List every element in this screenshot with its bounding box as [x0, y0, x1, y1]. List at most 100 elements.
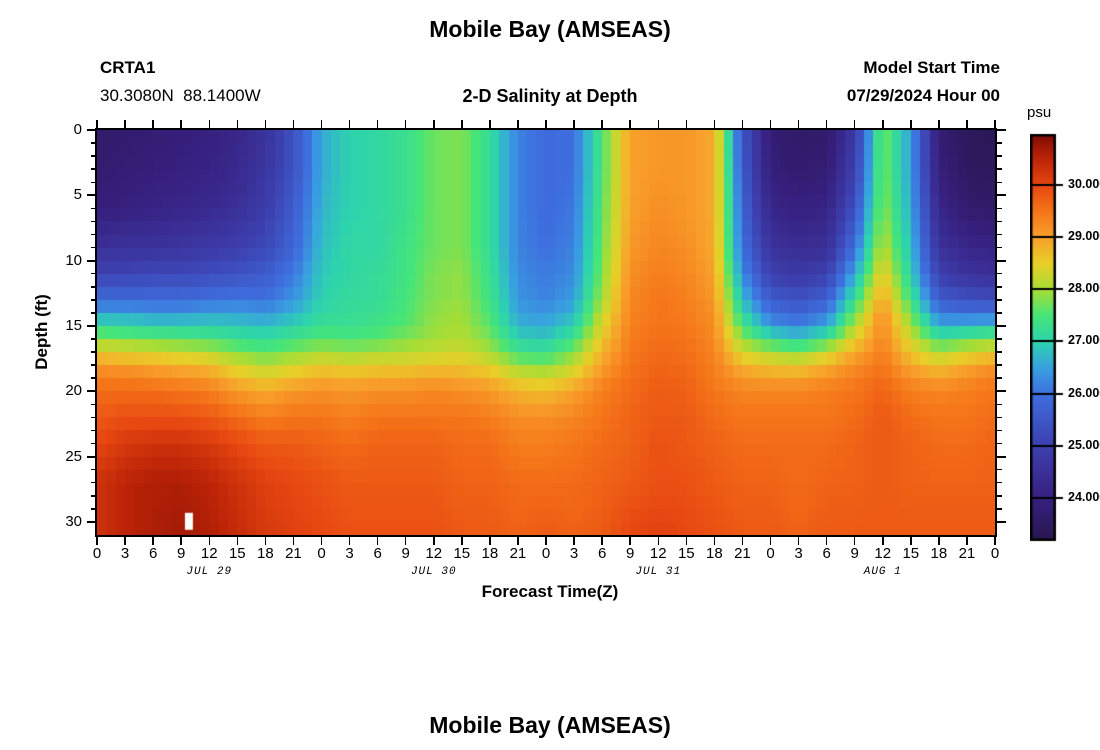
x-tick-top: [994, 120, 996, 128]
y-tick: [87, 455, 96, 458]
x-tick: [404, 537, 407, 545]
y-minor-tick: [91, 351, 96, 353]
x-tick-label: 12: [649, 545, 667, 562]
x-tick-label: 15: [453, 545, 471, 562]
x-tick-top: [629, 120, 631, 128]
y-minor-tick: [91, 429, 96, 432]
x-tick: [741, 537, 744, 545]
page-title: Mobile Bay (AMSEAS): [429, 16, 671, 42]
x-tick-top: [180, 120, 182, 128]
x-tick: [882, 537, 884, 545]
x-tick-label: 0: [541, 545, 551, 562]
x-tick: [180, 537, 182, 545]
x-tick-label: 0: [92, 545, 102, 562]
x-tick-label: 15: [677, 545, 695, 562]
x-tick-label: 18: [481, 545, 499, 562]
x-tick-top: [657, 120, 659, 128]
x-tick-top: [348, 120, 351, 128]
x-tick: [994, 537, 996, 545]
x-tick: [208, 537, 210, 545]
x-tick-top: [404, 120, 407, 128]
x-tick: [489, 537, 491, 545]
y-minor-tick-right: [997, 508, 1002, 510]
x-tick-top: [96, 120, 98, 128]
y-minor-tick: [91, 168, 96, 170]
y-minor-tick-right: [997, 416, 1002, 419]
x-tick-top: [292, 120, 295, 128]
y-minor-tick-right: [997, 142, 1002, 144]
model-start-time-value: 07/29/2024 Hour 00: [846, 86, 1000, 105]
y-minor-tick: [91, 272, 96, 275]
x-tick-top: [797, 120, 800, 128]
x-tick: [966, 537, 968, 545]
x-tick-top: [461, 120, 463, 128]
y-tick: [87, 194, 96, 197]
y-tick: [87, 390, 96, 393]
colorbar-tick-label: 27.000: [1068, 333, 1100, 348]
x-tick-label: 18: [257, 545, 274, 562]
x-tick: [545, 537, 547, 545]
x-tick-label: 3: [794, 545, 803, 562]
x-tick: [629, 537, 631, 545]
x-tick-label: 6: [597, 545, 607, 562]
y-minor-tick: [91, 377, 96, 379]
y-minor-tick: [91, 468, 96, 471]
x-tick-top: [938, 120, 940, 128]
x-tick-label: 6: [822, 545, 831, 562]
x-tick-label: 18: [706, 545, 723, 562]
station-coordinates: 30.3080N 88.1400W: [100, 86, 261, 105]
y-minor-tick-right: [997, 272, 1002, 275]
x-tick-label: 3: [569, 545, 579, 562]
x-tick: [96, 537, 98, 545]
y-tick-label: 15: [65, 316, 82, 334]
x-tick: [376, 537, 379, 545]
plot-border: [95, 128, 997, 537]
x-tick-label: 0: [990, 545, 1000, 562]
x-tick: [461, 537, 463, 545]
y-minor-tick-right: [997, 220, 1002, 223]
x-tick: [769, 537, 772, 545]
y-minor-tick: [91, 508, 96, 510]
y-tick-label: 5: [73, 186, 82, 204]
x-tick-top: [208, 120, 210, 128]
x-tick: [236, 537, 239, 545]
x-tick: [713, 537, 716, 545]
colorbar-unit-label: psu: [1027, 104, 1052, 121]
y-minor-tick-right: [997, 468, 1002, 471]
x-tick-label: 3: [120, 545, 130, 562]
y-minor-tick: [91, 233, 96, 236]
station-id: CRTA1: [100, 58, 156, 77]
y-minor-tick-right: [997, 233, 1002, 236]
y-minor-tick: [91, 181, 96, 183]
salinity-heatmap-canvas: [97, 130, 995, 535]
x-tick-label: 9: [401, 545, 410, 562]
y-minor-tick: [91, 312, 96, 314]
x-tick-label: 21: [958, 545, 976, 562]
y-minor-tick-right: [997, 442, 1002, 445]
x-axis-title: Forecast Time(Z): [481, 582, 619, 601]
x-tick-label: 9: [850, 545, 859, 562]
y-tick-right: [997, 520, 1006, 523]
y-minor-tick: [91, 155, 96, 157]
x-tick-label: 12: [425, 545, 443, 562]
x-tick-label: 12: [874, 545, 892, 562]
x-tick-top: [264, 120, 267, 128]
x-tick-label: 15: [228, 545, 246, 562]
x-tick: [264, 537, 267, 545]
model-start-time-label: Model Start Time: [863, 58, 1000, 77]
y-minor-tick-right: [997, 481, 1002, 484]
x-tick: [573, 537, 575, 545]
x-tick-label: 6: [373, 545, 382, 562]
colorbar-tick-label: 24.000: [1068, 490, 1100, 505]
y-minor-tick: [91, 416, 96, 419]
x-tick: [657, 537, 659, 545]
y-minor-tick-right: [997, 286, 1002, 288]
y-minor-tick-right: [997, 338, 1002, 340]
y-minor-tick-right: [997, 246, 1002, 249]
x-tick-top: [545, 120, 547, 128]
x-tick: [910, 537, 912, 545]
y-tick-right: [997, 455, 1006, 458]
x-tick: [853, 537, 856, 545]
colorbar-tick-label: 25.000: [1068, 437, 1100, 452]
x-tick-top: [825, 120, 828, 128]
